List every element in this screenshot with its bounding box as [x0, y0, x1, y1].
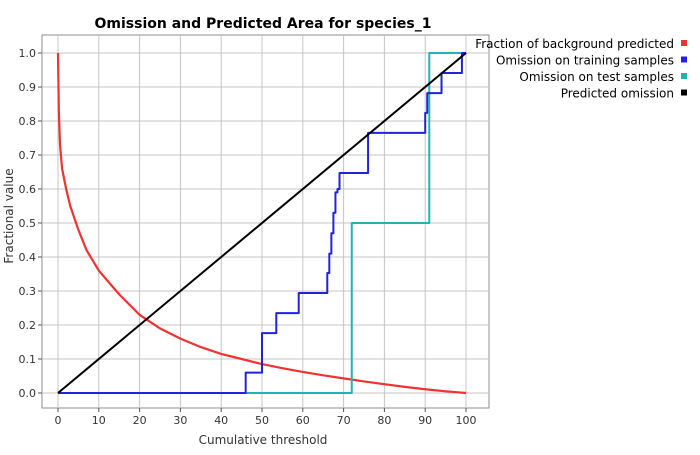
y-tick-label: 0.8: [19, 115, 37, 128]
y-tick-label: 0.0: [19, 387, 37, 400]
series-line-predicted-omission: [57, 52, 467, 394]
y-axis-label: Fractional value: [2, 168, 16, 263]
x-tick-label: 0: [55, 414, 62, 427]
legend-label: Omission on test samples: [519, 70, 674, 84]
x-tick-label: 100: [456, 414, 477, 427]
x-tick-label: 40: [214, 414, 228, 427]
legend-swatch: [681, 40, 687, 46]
series-line-omission-on-test-samples: [58, 52, 466, 394]
chart-title: Omission and Predicted Area for species_…: [95, 16, 432, 32]
series-line-omission-on-training-samples: [58, 52, 466, 394]
series-line-fraction-of-background-predicted: [56, 52, 467, 395]
series-layer: [56, 52, 467, 395]
x-tick-label: 60: [296, 414, 310, 427]
legend-label: Fraction of background predicted: [475, 37, 674, 51]
y-tick-label: 0.7: [19, 149, 37, 162]
legend-label: Omission on training samples: [496, 54, 674, 68]
x-tick-label: 90: [418, 414, 432, 427]
legend-label: Predicted omission: [561, 87, 674, 101]
legend-swatch: [681, 89, 687, 96]
grid: [42, 35, 489, 408]
y-tick-label: 0.2: [19, 319, 37, 332]
legend-swatch: [681, 56, 687, 63]
x-tick-label: 50: [255, 414, 269, 427]
y-tick-label: 0.4: [19, 251, 37, 264]
axes: 0 10 20 30 40 50 60 70 80 90 100 0.0 0.1 0.2 0.3 0.4 0.5…: [19, 47, 477, 427]
legend: Fraction of background predicted Omission…: [475, 37, 687, 101]
y-tick-label: 0.6: [19, 183, 37, 196]
x-tick-label: 70: [337, 414, 351, 427]
y-tick-label: 1.0: [19, 47, 37, 60]
y-tick-label: 0.5: [19, 217, 37, 230]
x-tick-label: 30: [173, 414, 187, 427]
x-axis-label: Cumulative threshold: [199, 433, 328, 447]
y-tick-label: 0.1: [19, 353, 37, 366]
y-tick-label: 0.3: [19, 285, 37, 298]
x-tick-label: 20: [133, 414, 147, 427]
x-tick-label: 80: [377, 414, 391, 427]
legend-swatch: [681, 73, 687, 79]
y-tick-label: 0.9: [19, 81, 37, 94]
x-tick-label: 10: [92, 414, 106, 427]
